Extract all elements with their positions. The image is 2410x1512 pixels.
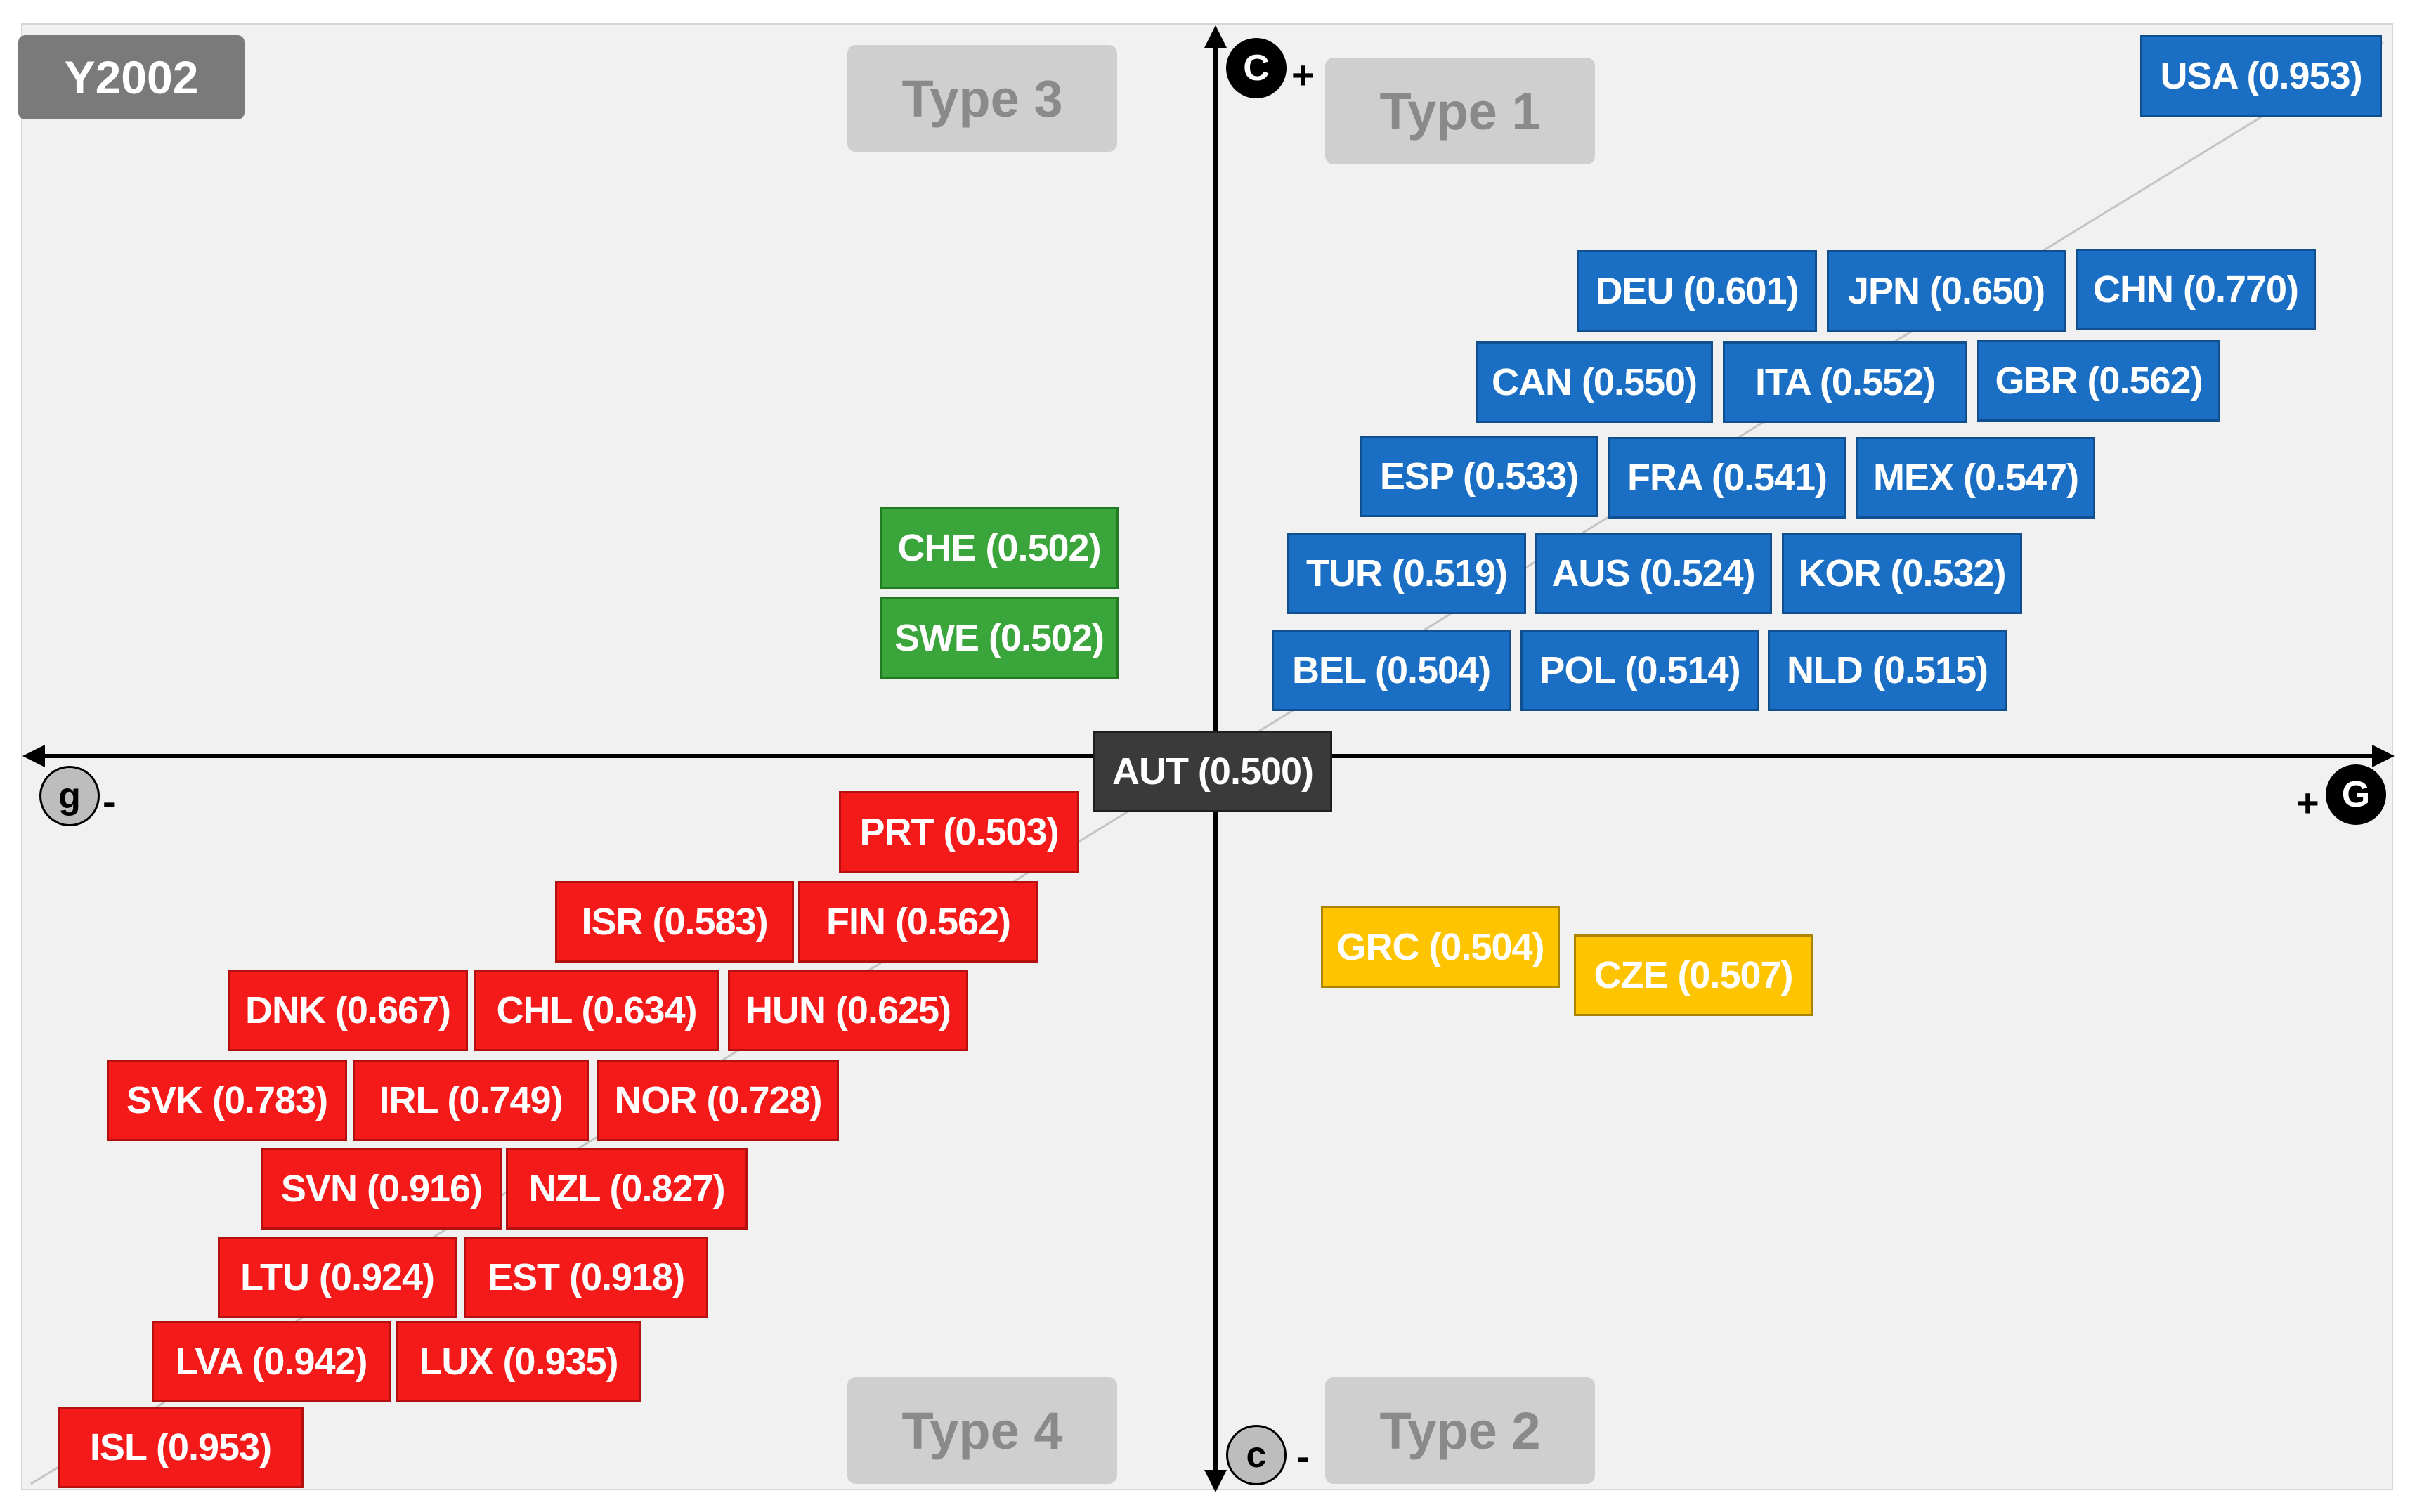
country-box-isl: ISL (0.953) (58, 1407, 304, 1488)
country-box-fin: FIN (0.562) (798, 881, 1038, 963)
c-minus-sign: - (1296, 1434, 1310, 1478)
country-box-ita: ITA (0.552) (1723, 341, 1967, 423)
vertical-axis-top-arrow (1204, 25, 1227, 48)
country-box-gbr: GBR (0.562) (1977, 340, 2220, 422)
horizontal-axis-left-arrow (22, 745, 45, 767)
country-box-pol: POL (0.514) (1520, 630, 1759, 711)
country-box-fra: FRA (0.541) (1608, 437, 1846, 519)
G-plus-sign: + (2296, 781, 2319, 825)
country-box-isr: ISR (0.583) (555, 881, 794, 963)
type-4-label: Type 4 (847, 1377, 1117, 1484)
country-box-svk: SVK (0.783) (107, 1060, 347, 1141)
country-box-can: CAN (0.550) (1476, 341, 1713, 423)
country-box-nld: NLD (0.515) (1768, 630, 2007, 711)
country-box-est: EST (0.918) (464, 1237, 708, 1318)
country-box-prt: PRT (0.503) (839, 791, 1079, 873)
country-box-swe: SWE (0.502) (880, 597, 1119, 679)
type-3-label: Type 3 (847, 45, 1117, 152)
country-box-chl: CHL (0.634) (474, 970, 719, 1051)
c-minus-badge: c (1226, 1425, 1287, 1485)
country-box-aus: AUS (0.524) (1535, 533, 1772, 614)
country-box-bel: BEL (0.504) (1272, 630, 1511, 711)
country-box-che: CHE (0.502) (880, 507, 1119, 589)
country-box-nor: NOR (0.728) (597, 1060, 839, 1141)
country-box-kor: KOR (0.532) (1782, 533, 2022, 614)
country-box-deu: DEU (0.601) (1577, 250, 1817, 332)
country-box-irl: IRL (0.749) (353, 1060, 589, 1141)
country-box-esp: ESP (0.533) (1360, 436, 1598, 517)
country-box-nzl: NZL (0.827) (506, 1148, 748, 1230)
country-box-lva: LVA (0.942) (152, 1321, 391, 1402)
country-box-cze: CZE (0.507) (1574, 934, 1813, 1016)
country-box-aut: AUT (0.500) (1093, 731, 1332, 812)
g-minus-badge: g (39, 766, 100, 826)
type-2-label: Type 2 (1325, 1377, 1595, 1484)
country-box-mex: MEX (0.547) (1856, 437, 2095, 519)
country-box-hun: HUN (0.625) (728, 970, 968, 1051)
country-box-jpn: JPN (0.650) (1827, 250, 2066, 332)
country-box-svn: SVN (0.916) (261, 1148, 502, 1230)
G-plus-badge: G (2326, 764, 2386, 825)
country-box-grc: GRC (0.504) (1321, 906, 1560, 988)
type-1-label: Type 1 (1325, 58, 1595, 164)
vertical-axis-bottom-arrow (1204, 1470, 1227, 1492)
year-label: Y2002 (18, 35, 245, 119)
g-minus-sign: - (103, 779, 116, 823)
country-box-dnk: DNK (0.667) (228, 970, 468, 1051)
country-box-lux: LUX (0.935) (396, 1321, 641, 1402)
horizontal-axis-right-arrow (2372, 745, 2395, 767)
C-plus-sign: + (1291, 53, 1315, 97)
country-box-usa: USA (0.953) (2140, 35, 2382, 117)
C-plus-badge: C (1226, 38, 1287, 98)
country-box-ltu: LTU (0.924) (218, 1237, 457, 1318)
country-box-tur: TUR (0.519) (1287, 533, 1526, 614)
country-box-chn: CHN (0.770) (2076, 249, 2316, 330)
